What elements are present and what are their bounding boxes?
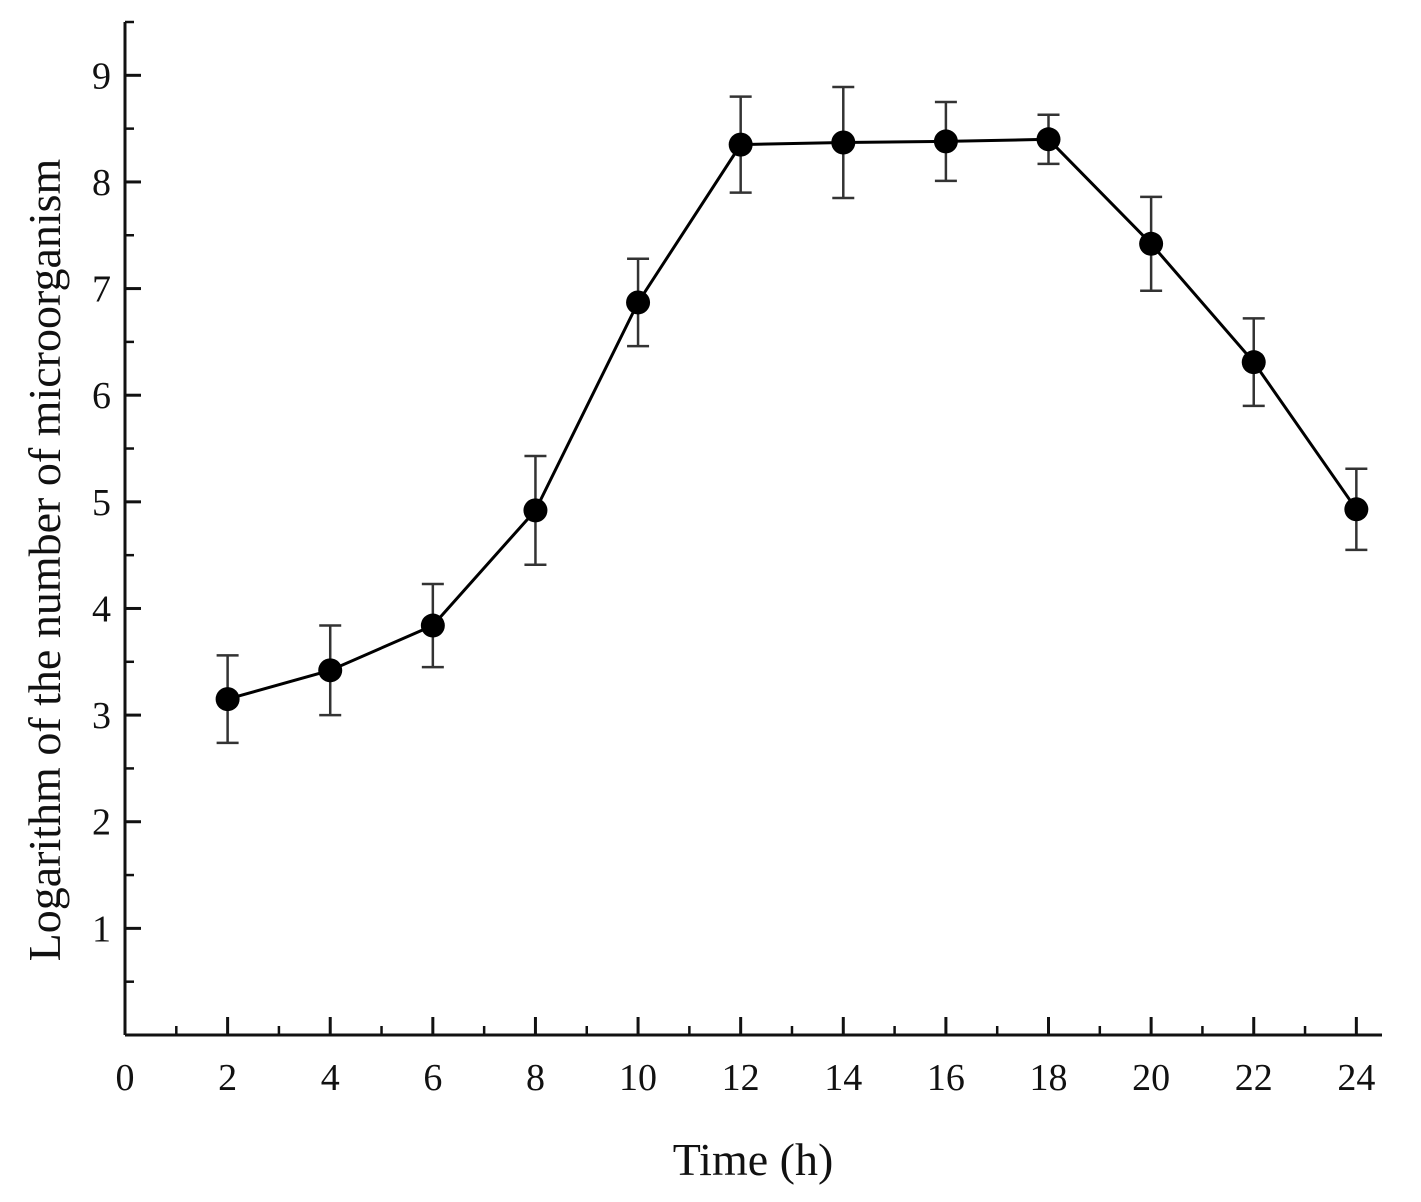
x-tick-label-6: 6 — [423, 1057, 442, 1099]
y-tick-label-8: 8 — [92, 162, 111, 204]
data-point-24 — [1344, 497, 1369, 522]
x-tick-label-0: 0 — [116, 1057, 135, 1099]
y-tick-label-9: 9 — [92, 55, 111, 97]
data-point-18 — [1036, 127, 1061, 152]
y-tick-label-2: 2 — [92, 802, 111, 844]
series-line-0 — [227, 137, 1358, 701]
data-point-6 — [420, 613, 445, 638]
data-point-10 — [626, 290, 651, 315]
x-tick-label-10: 10 — [619, 1057, 657, 1099]
y-axis-title: Logarithm of the number of microorganism — [19, 158, 70, 961]
x-tick-label-8: 8 — [526, 1057, 545, 1099]
y-tick-label-1: 1 — [92, 908, 111, 950]
x-tick-label-4: 4 — [321, 1057, 340, 1099]
y-tick-label-3: 3 — [92, 695, 111, 737]
data-point-4 — [318, 658, 343, 683]
x-tick-label-18: 18 — [1030, 1057, 1068, 1099]
x-tick-label-2: 2 — [218, 1057, 237, 1099]
x-tick-label-16: 16 — [927, 1057, 965, 1099]
x-axis-title: Time (h) — [673, 1134, 834, 1185]
y-tick-label-6: 6 — [92, 375, 111, 417]
x-tick-label-22: 22 — [1235, 1057, 1273, 1099]
x-tick-label-12: 12 — [722, 1057, 760, 1099]
data-point-8 — [523, 498, 548, 523]
y-tick-label-5: 5 — [92, 482, 111, 524]
y-tick-label-4: 4 — [92, 588, 111, 630]
data-point-22 — [1241, 350, 1266, 375]
data-point-16 — [933, 129, 958, 154]
x-tick-label-20: 20 — [1132, 1057, 1170, 1099]
y-tick-label-7: 7 — [92, 269, 111, 311]
x-tick-label-14: 14 — [824, 1057, 862, 1099]
data-point-14 — [831, 130, 856, 155]
data-point-20 — [1139, 231, 1164, 256]
data-point-2 — [215, 687, 240, 712]
data-point-12 — [728, 132, 753, 157]
x-tick-label-24: 24 — [1337, 1057, 1375, 1099]
